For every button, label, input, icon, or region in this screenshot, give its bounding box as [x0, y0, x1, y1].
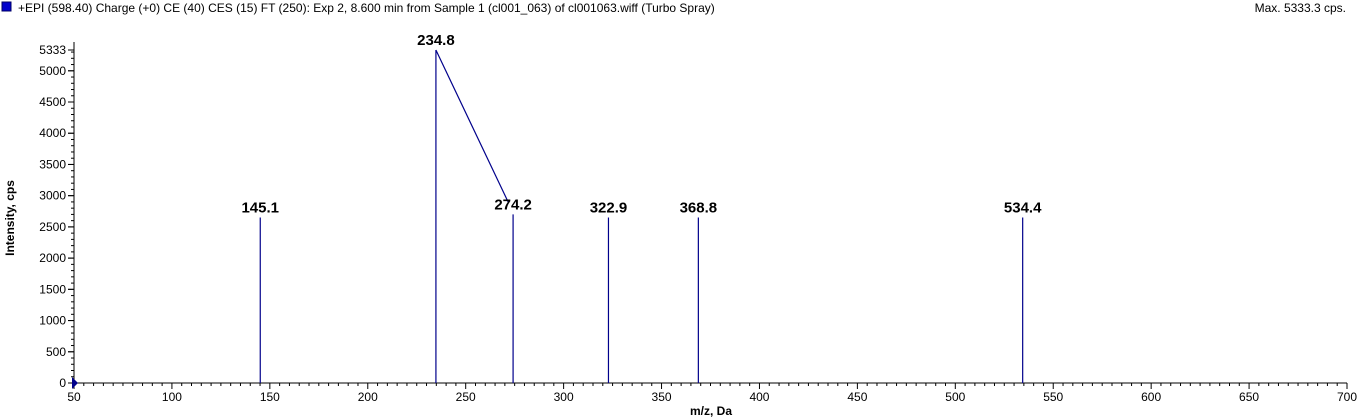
x-tick-label: 150: [260, 390, 280, 404]
origin-marker: [72, 377, 78, 389]
x-tick-label: 300: [554, 390, 574, 404]
y-tick-label: 3500: [39, 157, 66, 171]
y-tick-label: 0: [59, 376, 66, 390]
x-tick-label: 200: [358, 390, 378, 404]
x-tick-label: 350: [652, 390, 672, 404]
y-tick-label: 3000: [39, 189, 66, 203]
peak-label: 534.4: [1004, 200, 1042, 217]
y-tick-label: 2500: [39, 220, 66, 234]
axes-layer: 50 100 150 200 250 300 350 400 450 500 550 600 650 70…: [39, 42, 1357, 404]
y-tick-label: 4500: [39, 95, 66, 109]
x-tick-label: 550: [1043, 390, 1063, 404]
y-axis-title: Intensity, cps: [3, 180, 17, 256]
x-tick-label: 700: [1337, 390, 1357, 404]
peak-label: 322.9: [590, 200, 628, 217]
x-axis-title: m/z, Da: [690, 404, 732, 418]
peak-label: 274.2: [494, 196, 532, 213]
x-tick-label: 600: [1141, 390, 1161, 404]
x-tick-label: 500: [945, 390, 965, 404]
x-tick-label: 650: [1239, 390, 1259, 404]
series-color-swatch: [1, 1, 12, 12]
peak-connector-line: [435, 49, 509, 203]
peak-labels-layer: 145.1 234.8 274.2 322.9 368.8 534.4: [241, 32, 1042, 217]
chart-header-title: +EPI (598.40) Charge (+0) CE (40) CES (1…: [18, 1, 715, 15]
y-tick-label: 1000: [39, 314, 66, 328]
peak-label: 368.8: [680, 200, 718, 217]
x-tick-label: 450: [847, 390, 867, 404]
y-tick-label: 500: [46, 345, 66, 359]
y-tick-label: 1500: [39, 282, 66, 296]
x-tick-label: 100: [162, 390, 182, 404]
y-tick-label: 5333: [39, 43, 66, 57]
x-tick-label: 50: [67, 390, 81, 404]
x-tick-label: 250: [456, 390, 476, 404]
y-tick-label: 5000: [39, 64, 66, 78]
peak-label: 145.1: [241, 200, 279, 217]
max-intensity-label: Max. 5333.3 cps.: [1255, 1, 1346, 15]
y-tick-label: 2000: [39, 251, 66, 265]
y-tick-label: 4000: [39, 126, 66, 140]
x-tick-label: 400: [749, 390, 769, 404]
peaks-layer: [259, 49, 1024, 383]
peak-label: 234.8: [417, 32, 455, 49]
